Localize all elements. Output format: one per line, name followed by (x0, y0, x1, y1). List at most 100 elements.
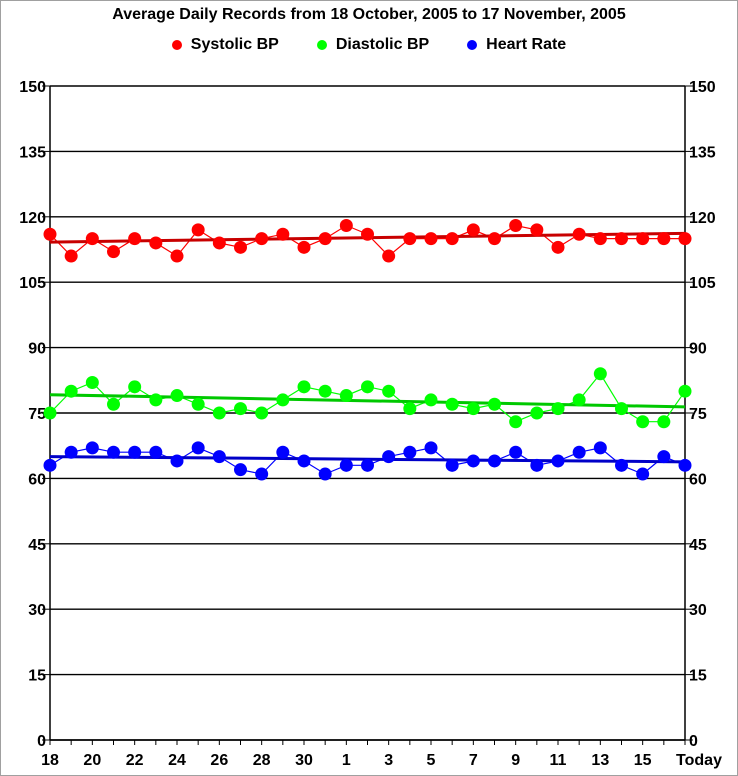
data-point (361, 458, 374, 472)
x-tick-label: 18 (41, 752, 59, 769)
data-point (276, 393, 290, 407)
data-point (339, 219, 353, 233)
legend-item: Diastolic BP (316, 36, 429, 54)
y-tick-label-left: 15 (28, 668, 46, 685)
data-point (107, 397, 120, 411)
data-point (488, 454, 501, 468)
data-point (424, 393, 438, 407)
y-tick-label-right: 120 (689, 210, 716, 227)
data-point (424, 441, 438, 455)
y-tick-label-right: 75 (689, 406, 707, 423)
data-point (85, 232, 99, 246)
data-point (276, 445, 290, 459)
data-point (445, 397, 459, 411)
x-tick-label: 30 (295, 752, 313, 769)
data-point (149, 236, 163, 250)
data-point (361, 227, 374, 241)
data-point (403, 402, 417, 416)
data-point (170, 249, 184, 263)
data-point (551, 402, 565, 416)
data-point (64, 384, 78, 398)
x-tick-label: 24 (168, 752, 186, 769)
data-point (593, 232, 607, 246)
data-point (191, 441, 205, 455)
data-point (509, 219, 523, 233)
data-point (212, 406, 226, 420)
x-tick-label: 5 (427, 752, 436, 769)
data-point (572, 445, 586, 459)
x-tick-label: 3 (384, 752, 393, 769)
data-point (361, 380, 374, 394)
data-point (530, 458, 544, 472)
data-point (657, 232, 671, 246)
data-point (234, 402, 247, 416)
y-tick-label-left: 60 (28, 471, 46, 488)
y-tick-label-left: 150 (19, 79, 46, 96)
data-point (339, 458, 353, 472)
data-point (297, 380, 311, 394)
data-point (509, 445, 523, 459)
y-tick-label-right: 30 (689, 602, 707, 619)
y-tick-label-right: 0 (689, 733, 698, 750)
x-tick-label: 28 (253, 752, 271, 769)
data-point (85, 441, 99, 455)
y-tick-label-left: 120 (19, 210, 46, 227)
chart-title: Average Daily Records from 18 October, 2… (112, 6, 626, 23)
legend-marker (171, 40, 182, 50)
y-tick-label-left: 30 (28, 602, 46, 619)
x-tick-label: 15 (634, 752, 652, 769)
data-point (255, 467, 269, 481)
y-tick-label-left: 45 (28, 537, 46, 554)
x-tick-label: 1 (342, 752, 351, 769)
y-tick-label-right: 90 (689, 341, 707, 358)
data-point (234, 240, 247, 254)
data-point (593, 441, 607, 455)
x-tick-label: 26 (210, 752, 228, 769)
y-tick-label-left: 105 (19, 275, 46, 292)
x-tick-label: 22 (126, 752, 144, 769)
data-point (43, 458, 57, 472)
data-point (128, 232, 142, 246)
data-point (276, 227, 290, 241)
y-tick-label-right: 15 (689, 668, 707, 685)
y-tick-label-left: 0 (37, 733, 46, 750)
data-point (509, 415, 523, 429)
data-point (170, 454, 184, 468)
data-point (445, 232, 459, 246)
y-tick-label-right: 60 (689, 471, 707, 488)
legend: Systolic BP Diastolic BP Heart Rate (0, 36, 738, 54)
legend-item: Systolic BP (171, 36, 279, 54)
data-point (85, 375, 99, 389)
x-tick-label: Today (676, 752, 722, 769)
data-point (43, 406, 57, 420)
data-point (318, 467, 332, 481)
trend-line (49, 393, 686, 409)
data-point (445, 458, 459, 472)
data-point (551, 454, 565, 468)
data-point (382, 384, 396, 398)
data-point (255, 232, 269, 246)
data-point (636, 467, 650, 481)
data-point (318, 384, 332, 398)
data-point (636, 232, 650, 246)
data-point (615, 402, 628, 416)
y-tick-label-right: 105 (689, 275, 716, 292)
legend-item: Heart Rate (467, 36, 566, 54)
x-tick-label: 20 (83, 752, 101, 769)
data-point (657, 415, 671, 429)
y-tick-label-right: 135 (689, 144, 716, 161)
data-point (149, 393, 163, 407)
data-point (191, 397, 205, 411)
data-point (318, 232, 332, 246)
data-point (572, 393, 586, 407)
data-point (466, 454, 480, 468)
data-point (530, 223, 544, 237)
data-point (403, 232, 417, 246)
data-point (128, 445, 142, 459)
y-tick-label-right: 150 (689, 79, 716, 96)
data-point (170, 389, 184, 403)
y-tick-label-right: 45 (689, 537, 707, 554)
data-point (678, 458, 692, 472)
data-point (678, 232, 692, 246)
